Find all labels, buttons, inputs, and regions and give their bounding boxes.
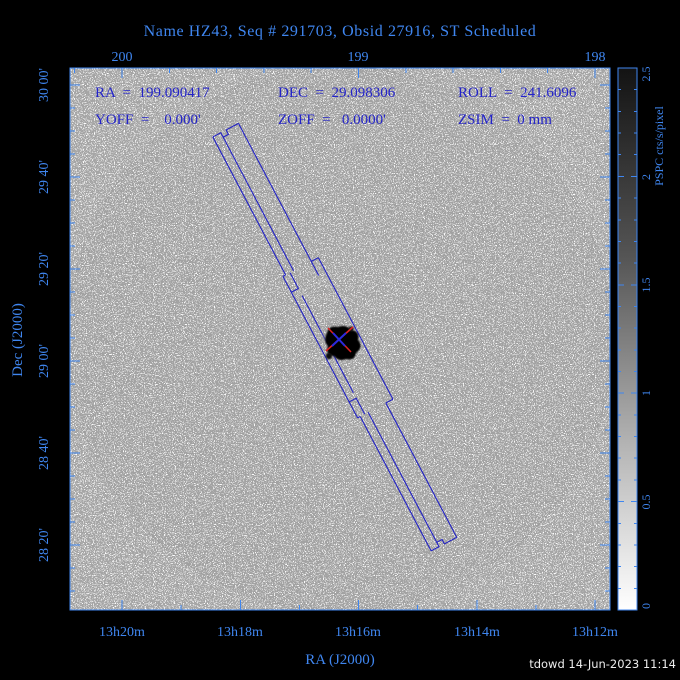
axis-ticks [70,67,637,611]
dec-label-2840: 28 40' [37,436,52,470]
colorbar-label-0: 0 [639,603,653,609]
dec-label-2900: 29 00' [37,344,52,378]
colorbar-label-05: 0.5 [639,495,653,510]
ra-label-13h18m: 13h18m [217,625,263,640]
source-blob-bump [325,352,333,360]
dec-label-2820: 28 20' [37,528,52,562]
info-yoff: YOFF = 0.000' [95,112,201,128]
ra-label-13h16m: 13h16m [335,625,381,640]
plot-title: Name HZ43, Seq # 291703, Obsid 27916, ST… [144,23,537,40]
source-hz43 [322,324,361,360]
info-zsim: ZSIM = 0 mm [458,112,552,128]
footer-credit: tdowd 14-Jun-2023 11:14 [529,657,676,671]
dec-label-2940: 29 40' [37,160,52,194]
info-dec: DEC = 29.098306 [278,85,396,101]
ra-label-13h14m: 13h14m [454,625,500,640]
plot-frame [69,67,611,611]
dec-axis-title: Dec (J2000) [10,303,26,377]
colorbar-label-15: 1.5 [639,278,653,293]
info-ra: RA = 199.090417 [95,85,210,101]
pointing-marker-blue-x [331,332,347,347]
top-axis-label-199: 199 [348,50,369,65]
top-axis-label-198: 198 [585,50,606,65]
detector-aperture-outline [212,122,458,552]
ra-label-13h20m: 13h20m [99,625,145,640]
colorbar-gradient [618,68,637,610]
colorbar-label-25: 2.5 [639,67,653,82]
colorbar-title: PSPC cts/s/pixel [652,105,666,185]
colorbar-frame [617,67,638,611]
ra-axis-title: RA (J2000) [305,652,375,668]
info-zoff: ZOFF = 0.0000' [278,112,386,128]
colorbar-label-2: 2 [639,174,653,180]
top-axis-label-200: 200 [112,50,133,65]
info-roll: ROLL = 241.6096 [458,85,577,101]
ra-label-13h12m: 13h12m [572,625,618,640]
colorbar-label-1: 1 [639,390,653,396]
dec-label-2920: 29 20' [37,252,52,286]
dec-label-3000: 30 00' [37,68,52,102]
